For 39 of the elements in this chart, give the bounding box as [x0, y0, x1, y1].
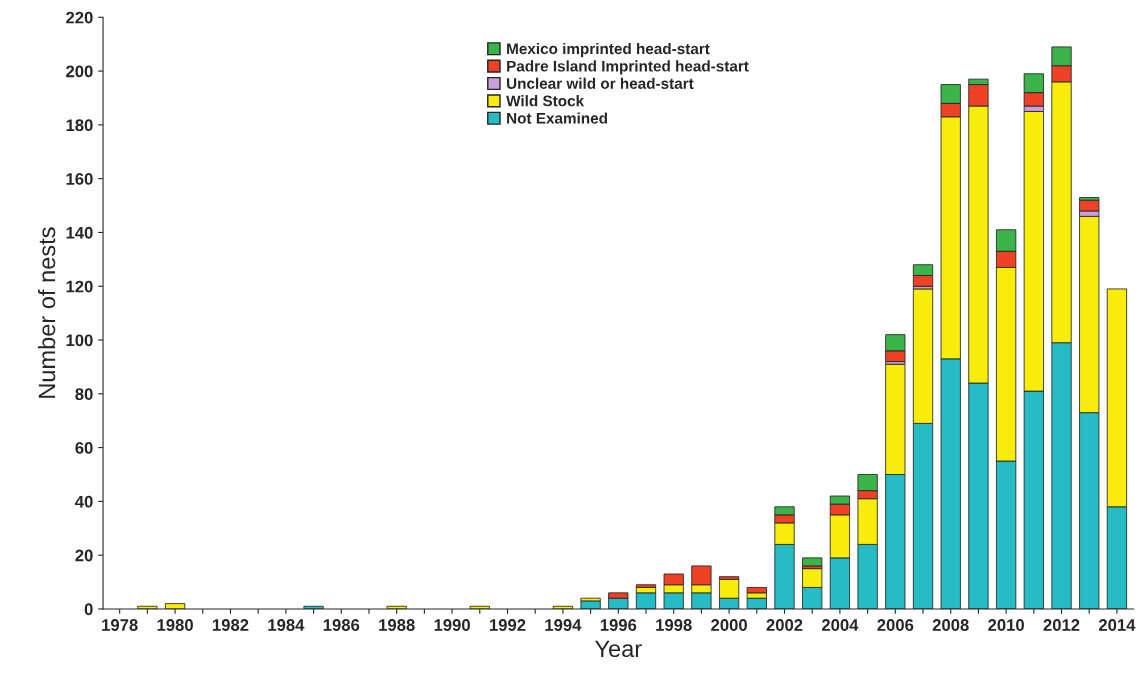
- y-tick-label: 160: [66, 173, 93, 185]
- legend-label: Padre Island Imprinted head-start: [507, 60, 749, 75]
- x-tick-label: 2012: [1043, 619, 1080, 631]
- y-tick-label: 60: [75, 442, 93, 454]
- x-tick-label: 1998: [656, 619, 692, 631]
- y-tick-label: 0: [84, 603, 93, 616]
- y-tick-label: 140: [66, 226, 93, 239]
- y-tick-label: 40: [75, 495, 93, 508]
- y-tick-label: 20: [75, 549, 93, 562]
- x-tick-label: 1992: [490, 619, 526, 631]
- x-tick-label: 1990: [434, 619, 470, 631]
- legend-label: Wild Stock: [506, 95, 585, 107]
- legend-label: Mexico imprinted head-start: [507, 42, 710, 58]
- x-tick-label: 2008: [932, 619, 969, 631]
- y-tick-label: 220: [66, 11, 93, 24]
- x-tick-label: 1988: [379, 619, 415, 631]
- x-tick-label: 2010: [988, 619, 1024, 631]
- x-axis-title: Year: [594, 640, 642, 658]
- y-tick-label: 180: [66, 119, 93, 132]
- x-tick-label: 2000: [711, 619, 747, 631]
- x-tick-label: 2006: [877, 619, 914, 631]
- legend-label: Unclear wild or head-start: [507, 77, 694, 89]
- bar: [802, 557, 823, 567]
- x-tick-label: 2014: [1098, 619, 1136, 631]
- x-tick-label: 1978: [102, 619, 138, 631]
- x-tick-label: 1994: [545, 619, 582, 631]
- y-tick-label: 120: [66, 280, 93, 293]
- y-tick-label: 200: [66, 65, 93, 78]
- x-tick-label: 1986: [323, 619, 360, 631]
- x-tick-label: 2004: [821, 619, 859, 631]
- x-tick-label: 1996: [600, 619, 637, 631]
- y-axis-title: Number of nests: [37, 227, 56, 398]
- x-tick-label: 1982: [212, 619, 249, 631]
- x-tick-label: 2002: [766, 619, 803, 631]
- x-tick-label: 1980: [157, 619, 193, 631]
- y-tick-label: 100: [66, 334, 93, 347]
- x-tick-label: 1984: [268, 619, 305, 631]
- legend-label: Not Examined: [507, 112, 607, 124]
- y-tick-label: 80: [75, 388, 93, 401]
